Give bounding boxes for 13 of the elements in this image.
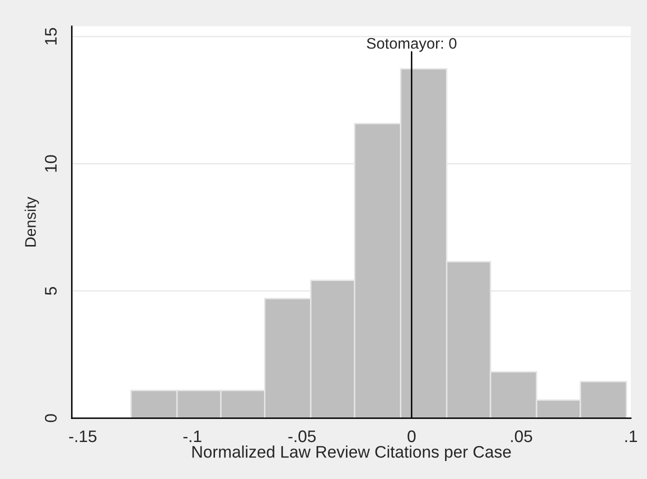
x-tick-label: -.15 [69, 430, 96, 442]
x-tick-label: -.05 [288, 430, 316, 442]
y-tick-label: 5 [45, 287, 57, 295]
y-tick-label: 15 [45, 28, 57, 45]
x-tick-label: 0 [408, 430, 416, 442]
x-tick-label: -.1 [183, 430, 202, 442]
x-axis-title: Normalized Law Review Citations per Case [192, 446, 511, 462]
x-tick-label: .05 [511, 430, 532, 442]
y-tick-label: 10 [44, 155, 57, 172]
ref-line-label: Sotomayor: 0 [366, 38, 456, 52]
x-tick-label: .1 [625, 430, 637, 442]
y-axis-title: Density [24, 196, 39, 246]
y-tick-label: 0 [44, 414, 57, 422]
